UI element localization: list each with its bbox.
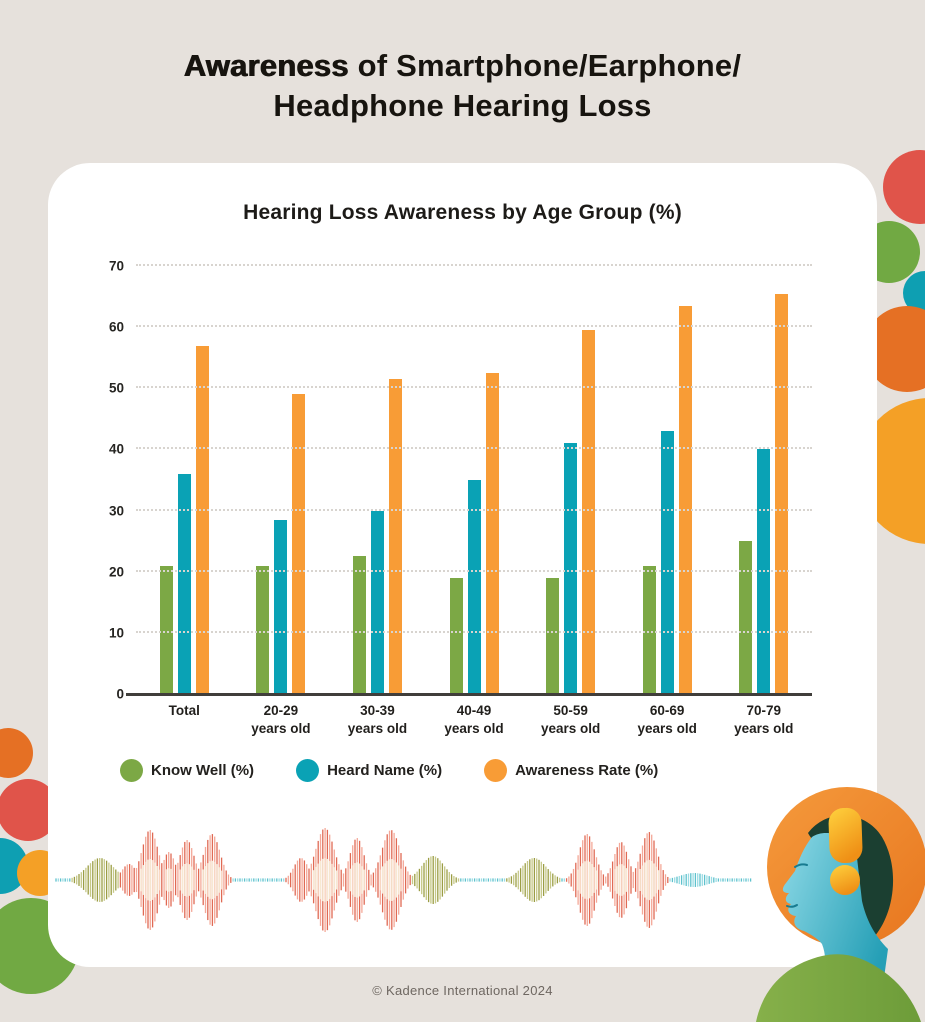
bar-group-30-39: [329, 266, 426, 694]
copyright-text: © Kadence International 2024: [372, 983, 553, 998]
page-title-line1: Awareness of Smartphone/Earphone/: [183, 48, 742, 83]
legend-marker-icon: [484, 759, 508, 782]
headphone-ear-cup: [830, 865, 860, 895]
bar-awareness-rate-total: [195, 345, 209, 694]
bar-group-50-59: [522, 266, 619, 694]
sound-wave-graphic: [55, 828, 752, 932]
person-body: [756, 954, 921, 1022]
bar-chart-plot-area: 0 10 20 30 40 50 60 70: [109, 259, 812, 702]
x-axis-label-20-29: 20-29 years old: [251, 703, 311, 736]
bar-group-total: [136, 266, 233, 694]
legend-label: Heard Name (%): [327, 762, 443, 779]
bar-group-70-79: [715, 266, 812, 694]
legend-label: Awareness Rate (%): [515, 762, 659, 779]
legend-marker-icon: [120, 759, 143, 782]
x-axis-label-50-59: 50-59 years old: [540, 703, 601, 736]
bar-heard-name-40-49: [467, 480, 481, 694]
gridline-10: [136, 630, 812, 633]
y-tick-label-30: 30: [108, 503, 124, 519]
chart-legend: Know Well (%) Heard Name (%) Awareness Rat…: [120, 759, 658, 782]
bar-awareness-rate-70-79: [775, 293, 789, 694]
gridline-20: [136, 569, 812, 572]
x-axis-label-30-39: 30-39 years old: [347, 703, 408, 736]
x-axis-label-40-49: 40-49 years old: [444, 703, 504, 736]
bar-awareness-rate-40-49: [485, 373, 499, 694]
bar-awareness-rate-60-69: [678, 305, 692, 694]
bar-know-well-30-39: [352, 556, 366, 694]
gridline-40: [136, 447, 812, 450]
bar-heard-name-50-59: [564, 443, 578, 694]
headphone-exclamation-bar: [828, 807, 863, 864]
x-axis-labels: Total 20-29 years old 30-39 years old 40-49 ye…: [136, 702, 812, 737]
y-tick-label-60: 60: [108, 319, 124, 335]
bar-awareness-rate-50-59: [582, 330, 596, 694]
person-eyebrow: [794, 863, 808, 868]
bar-know-well-total: [159, 565, 173, 694]
y-tick-label-20: 20: [108, 564, 124, 580]
legend-item-know-well: Know Well (%): [120, 759, 254, 782]
decor-circle-orange-left: [0, 728, 33, 778]
legend-marker-icon: [296, 759, 320, 782]
x-axis-line: [126, 693, 812, 696]
bar-awareness-rate-30-39: [388, 379, 402, 694]
bar-heard-name-total: [177, 473, 191, 694]
gridline-70: [136, 264, 812, 266]
y-tick-label-40: 40: [108, 441, 124, 457]
person-lips: [786, 904, 798, 908]
bar-group-60-69: [619, 266, 716, 694]
legend-item-heard-name: Heard Name (%): [296, 759, 442, 782]
y-tick-label-50: 50: [108, 380, 124, 396]
y-tick-label-10: 10: [108, 625, 124, 641]
bar-know-well-40-49: [449, 577, 463, 694]
person-headphones-illustration: [756, 787, 925, 1022]
page-title-line2: Headphone Hearing Loss: [273, 88, 652, 124]
legend-label: Know Well (%): [151, 762, 255, 779]
x-axis-label-70-79: 70-79 years old: [734, 703, 794, 736]
bar-know-well-70-79: [739, 541, 753, 694]
bar-group-40-49: [426, 266, 523, 694]
bar-groups: [136, 266, 812, 694]
y-tick-label-0: 0: [116, 686, 124, 702]
page-title-emphasis: Awareness: [183, 48, 349, 83]
bar-know-well-20-29: [256, 565, 270, 694]
x-axis-label-60-69: 60-69 years old: [637, 703, 697, 736]
chart-card: Hearing Loss Awareness by Age Group (%) …: [48, 163, 877, 967]
decor-circle-red-top-right: [883, 150, 925, 224]
y-tick-label-70: 70: [108, 258, 124, 274]
bar-awareness-rate-20-29: [292, 394, 306, 694]
bar-heard-name-70-79: [757, 449, 771, 694]
decor-circle-teal-right: [903, 271, 925, 315]
x-axis-label-total: Total: [168, 703, 200, 718]
bar-know-well-60-69: [642, 565, 656, 694]
page-title: Awareness of Smartphone/Earphone/ Headph…: [0, 46, 925, 127]
legend-item-awareness-rate: Awareness Rate (%): [484, 759, 658, 782]
bar-know-well-50-59: [546, 577, 560, 694]
bar-group-20-29: [233, 266, 330, 694]
chart-title: Hearing Loss Awareness by Age Group (%): [243, 201, 682, 224]
bar-heard-name-20-29: [274, 519, 288, 694]
person-hair: [808, 815, 894, 955]
gridline-60: [136, 325, 812, 328]
bar-heard-name-60-69: [660, 431, 674, 694]
bar-heard-name-30-39: [370, 510, 384, 694]
gridline-30: [136, 508, 812, 511]
gridline-50: [136, 386, 812, 389]
